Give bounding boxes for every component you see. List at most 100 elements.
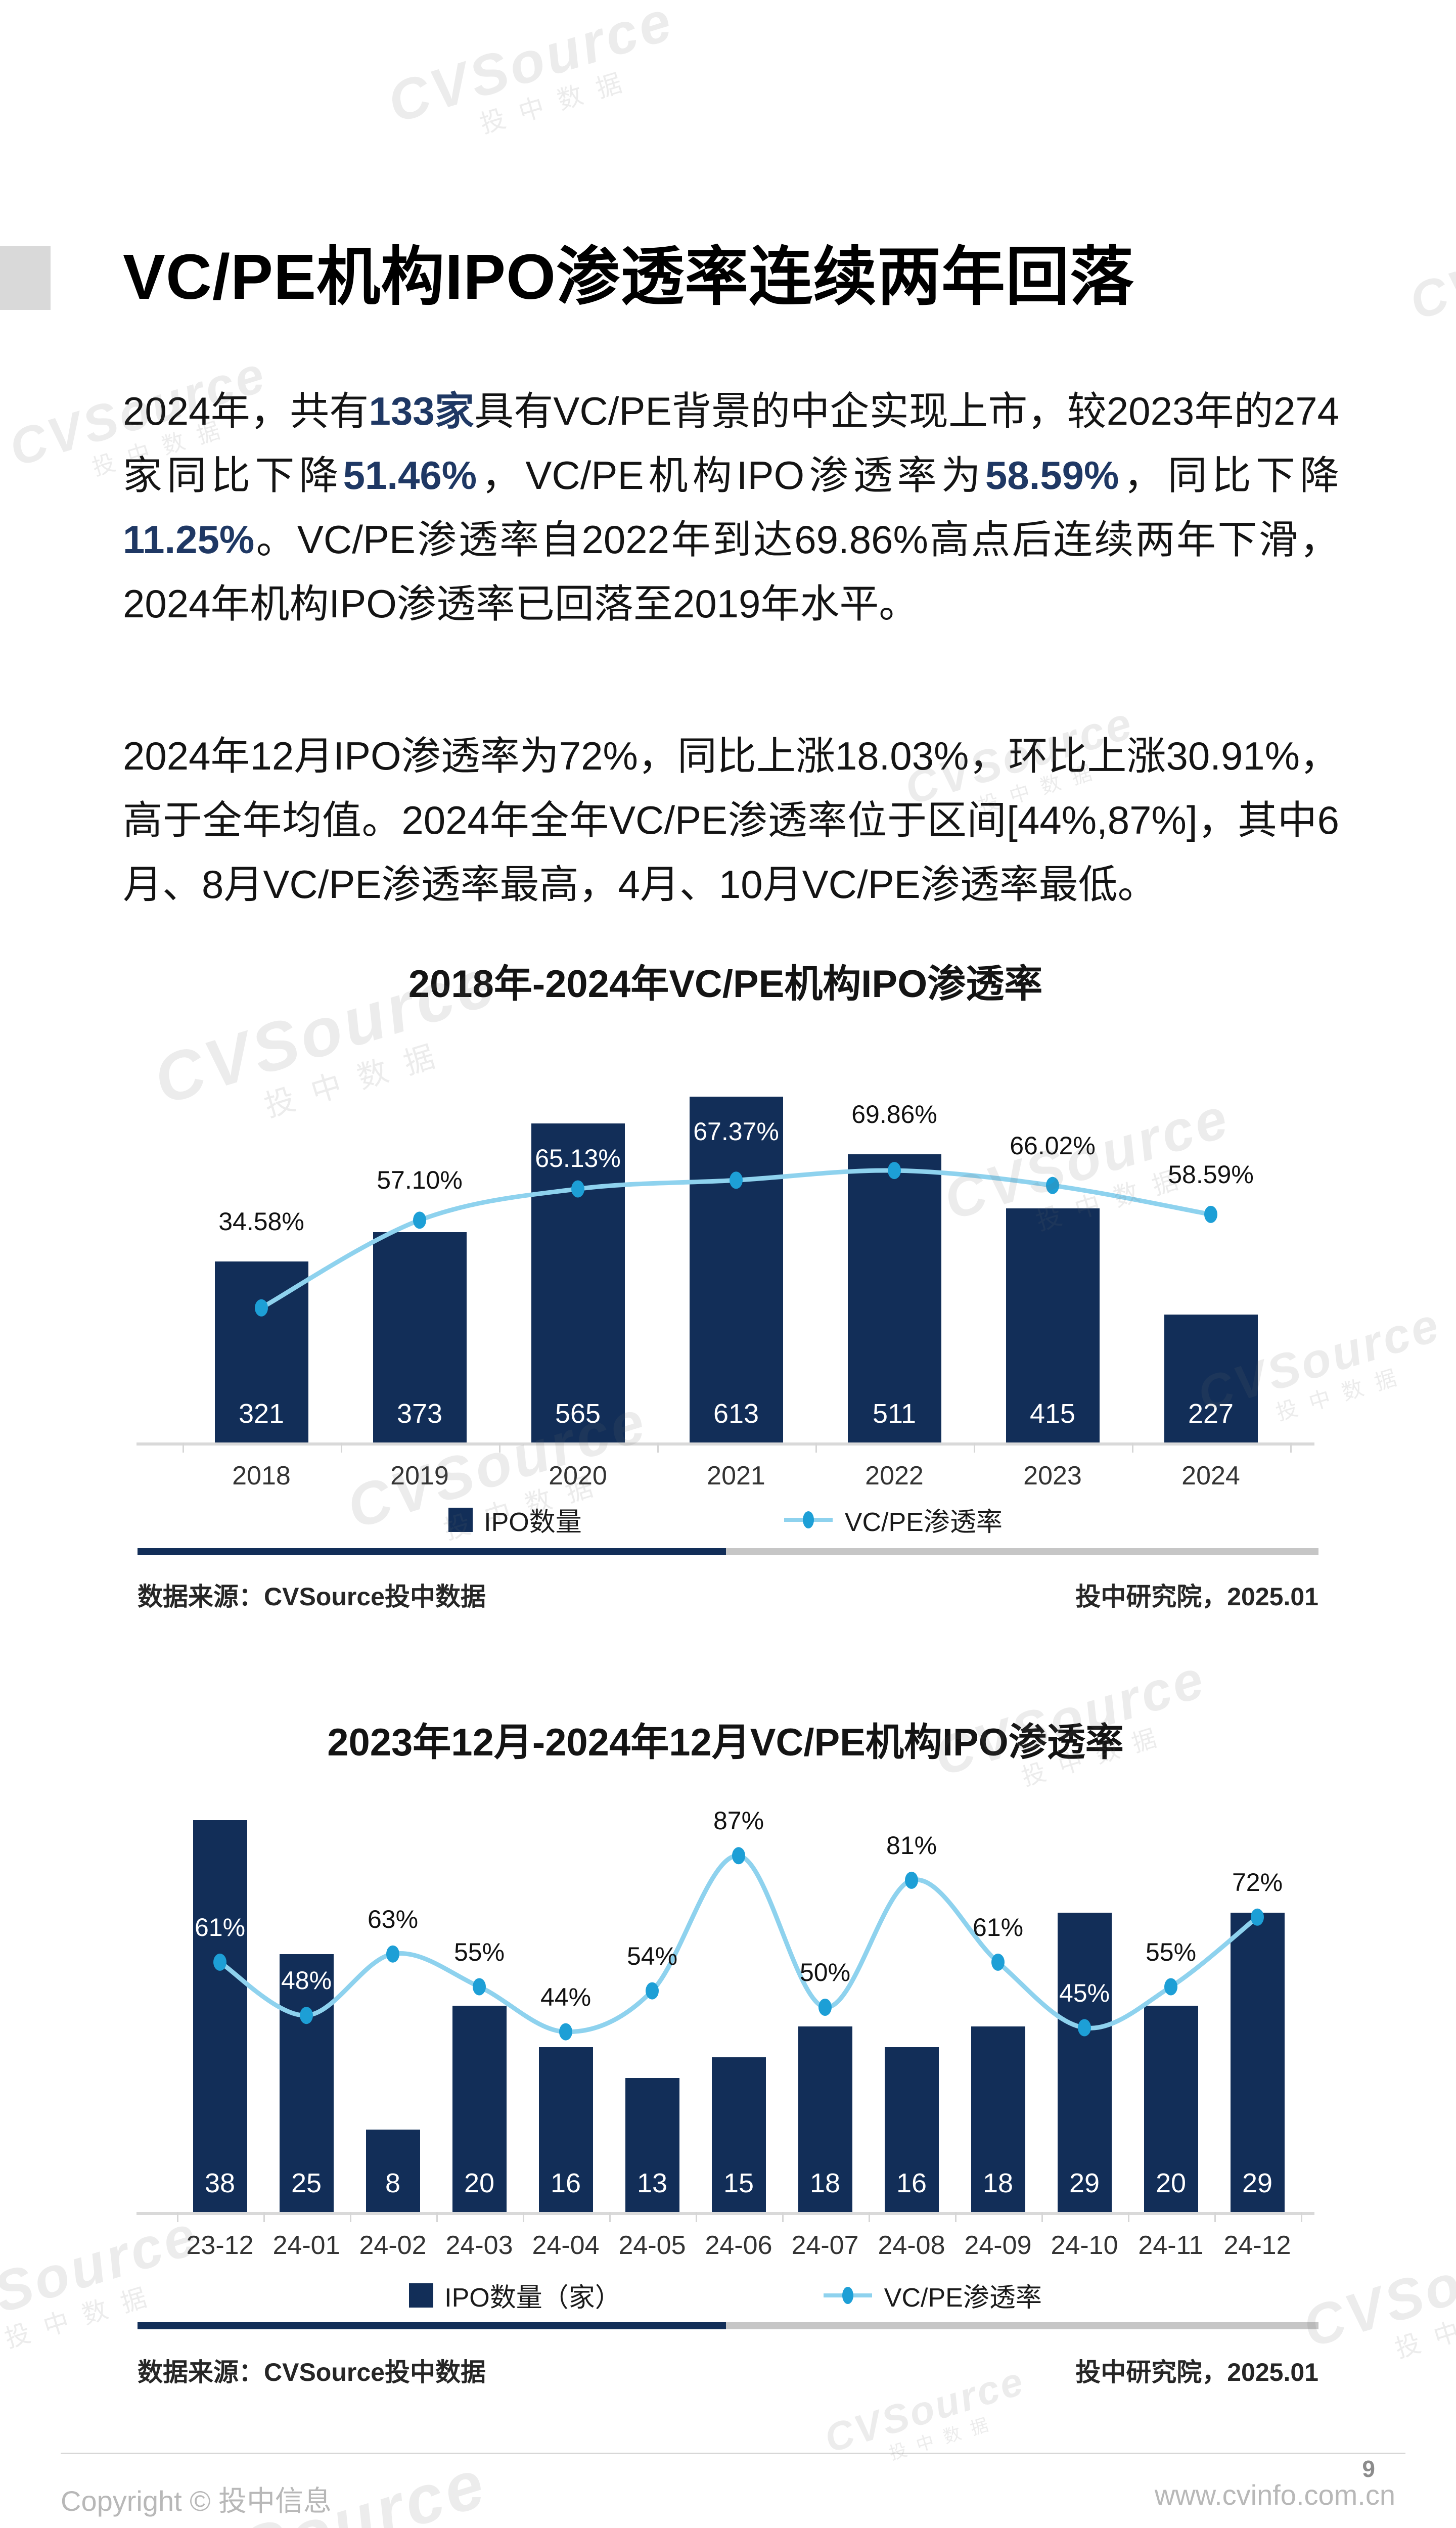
x-axis-tick bbox=[1290, 1442, 1292, 1453]
bar-value-label: 38 bbox=[204, 2168, 236, 2198]
bar-24-10: 29 bbox=[1057, 1913, 1112, 2212]
paragraph-line: 2024年，共有133家具有VC/PE背景的中企实现上市，较2023年的274 bbox=[123, 379, 1339, 443]
x-axis-line bbox=[136, 1442, 1314, 1446]
legend-item-penetration-rate: VC/PE渗透率 bbox=[784, 1501, 1003, 1539]
bar-23-12: 38 bbox=[193, 1820, 247, 2212]
bar-value-label: 415 bbox=[1029, 1398, 1076, 1429]
bar-24-08: 16 bbox=[884, 2047, 939, 2212]
x-axis-tick bbox=[1300, 2212, 1302, 2222]
paragraph-line: 2024年12月IPO渗透率为72%，同比上涨18.03%，环比上涨30.91%… bbox=[123, 724, 1339, 788]
x-axis-tick bbox=[1041, 2212, 1043, 2222]
x-axis-label: 24-10 bbox=[1051, 2231, 1118, 2260]
line-marker-24-01 bbox=[300, 2007, 313, 2024]
x-axis-tick bbox=[182, 1442, 184, 1453]
penetration-line-chart bbox=[255, 1162, 1217, 1317]
x-axis-tick bbox=[815, 1442, 817, 1453]
x-axis-tick bbox=[340, 1442, 342, 1453]
chart1-title: 2018年-2024年VC/PE机构IPO渗透率 bbox=[408, 963, 1043, 1006]
x-axis-tick bbox=[609, 2212, 611, 2222]
x-axis-label: 2020 bbox=[549, 1461, 607, 1491]
penetration-rate-label-24-08: 81% bbox=[886, 1831, 937, 1860]
chart2-monthly-ipo-penetration: 38 23-12 25 24-01 8 24-02 20 24-03 16 24-04 13 24-0… bbox=[136, 1790, 1314, 2270]
bar-24-02: 8 bbox=[366, 2129, 420, 2212]
x-axis-tick bbox=[1127, 2212, 1129, 2222]
penetration-rate-label-24-01: 48% bbox=[281, 1966, 332, 1995]
bar-value-label: 20 bbox=[464, 2168, 495, 2198]
watermark-sub: 投中数据 bbox=[251, 2519, 505, 2528]
bar-value-label: 13 bbox=[636, 2168, 668, 2198]
penetration-rate-label-24-06: 87% bbox=[713, 1807, 764, 1835]
body-text: ，同比下降 bbox=[1119, 453, 1339, 498]
bar-24-11: 20 bbox=[1144, 2006, 1198, 2212]
legend-item-ipo-count: IPO数量（家） bbox=[409, 2276, 621, 2314]
bar-24-05: 13 bbox=[625, 2078, 679, 2212]
x-axis-label: 2022 bbox=[865, 1461, 924, 1491]
data-source-label: 数据来源：CVSource投中数据 bbox=[138, 1583, 486, 1611]
legend-label: VC/PE渗透率 bbox=[884, 2283, 1042, 2313]
bar-2024: 227 bbox=[1164, 1314, 1258, 1442]
section-divider-fill bbox=[138, 2322, 726, 2329]
x-axis-label: 2019 bbox=[390, 1461, 449, 1491]
x-axis-tick bbox=[954, 2212, 957, 2222]
watermark-sub: 投中数据 bbox=[476, 64, 640, 139]
x-axis-label: 24-08 bbox=[878, 2231, 945, 2260]
body-text: 2024年12月IPO渗透率为72%，同比上涨18.03%，环比上涨30.91%… bbox=[123, 734, 1339, 778]
bar-2023: 415 bbox=[1006, 1208, 1100, 1442]
line-marker-24-02 bbox=[386, 1945, 399, 1963]
bar-value-label: 321 bbox=[238, 1398, 285, 1429]
paragraph-line: 月、8月VC/PE渗透率最高，4月、10月VC/PE渗透率最低。 bbox=[123, 852, 1339, 917]
penetration-rate-label-2021: 67.37% bbox=[693, 1117, 779, 1146]
x-axis-label: 2024 bbox=[1181, 1461, 1240, 1491]
line-marker-2018 bbox=[255, 1299, 268, 1317]
line-marker-24-03 bbox=[473, 1978, 486, 1996]
watermark-sub: 投中数据 bbox=[1391, 2289, 1456, 2364]
line-marker-2021 bbox=[730, 1171, 743, 1189]
chart2-title: 2023年12月-2024年12月VC/PE机构IPO渗透率 bbox=[327, 1721, 1124, 1764]
penetration-rate-label-24-12: 72% bbox=[1232, 1868, 1283, 1897]
bar-value-label: 511 bbox=[872, 1398, 917, 1429]
x-axis-label: 24-11 bbox=[1138, 2231, 1204, 2260]
bar-2022: 511 bbox=[847, 1154, 941, 1442]
bar-24-12: 29 bbox=[1230, 1913, 1285, 2212]
bar-24-03: 20 bbox=[452, 2006, 507, 2212]
chart2-source-row: 数据来源：CVSource投中数据 投中研究院，2025.01 bbox=[138, 2352, 1318, 2388]
legend-item-ipo-count: IPO数量 bbox=[448, 1501, 582, 1539]
penetration-rate-label-2020: 65.13% bbox=[535, 1144, 621, 1173]
x-axis-label: 24-04 bbox=[532, 2231, 600, 2260]
line-marker-24-08 bbox=[905, 1871, 918, 1889]
bar-value-label: 16 bbox=[550, 2168, 581, 2198]
bar-2019: 373 bbox=[373, 1232, 467, 1442]
body-text: 家同比下降 bbox=[123, 453, 343, 498]
penetration-rate-label-2023: 66.02% bbox=[1010, 1131, 1096, 1160]
line-marker-2020 bbox=[571, 1180, 584, 1198]
x-axis-tick bbox=[1131, 1442, 1133, 1453]
line-marker-24-09 bbox=[991, 1953, 1005, 1971]
x-axis-label: 24-03 bbox=[445, 2231, 513, 2260]
paragraph-line: 家同比下降51.46%，VC/PE机构IPO渗透率为58.59%，同比下降 bbox=[123, 443, 1339, 508]
x-axis-tick bbox=[263, 2212, 265, 2222]
x-axis-tick bbox=[782, 2212, 784, 2222]
x-axis-tick bbox=[176, 2212, 178, 2222]
penetration-rate-label-2022: 69.86% bbox=[851, 1100, 937, 1128]
title-accent-block bbox=[0, 246, 51, 310]
bar-value-label: 18 bbox=[982, 2168, 1014, 2198]
bar-series-swatch-icon bbox=[409, 2283, 434, 2308]
line-marker-2019 bbox=[413, 1211, 426, 1229]
footer-divider bbox=[61, 2453, 1405, 2454]
body-text: ，VC/PE机构IPO渗透率为 bbox=[477, 453, 985, 498]
penetration-rate-label-24-10: 45% bbox=[1059, 1978, 1110, 2007]
section-divider-fill bbox=[138, 1548, 726, 1555]
chart1-yearly-ipo-penetration: 321 2018 373 2019 565 2020 613 2021 511 2022 415 20… bbox=[136, 1036, 1314, 1497]
x-axis-tick bbox=[436, 2212, 438, 2222]
x-axis-tick bbox=[868, 2212, 870, 2222]
legend-label: VC/PE渗透率 bbox=[844, 1508, 1003, 1537]
line-marker-24-04 bbox=[559, 2023, 572, 2041]
x-axis-tick bbox=[522, 2212, 524, 2222]
website-link[interactable]: www.cvinfo.com.cn bbox=[1154, 2479, 1395, 2511]
watermark-brand: CVSource bbox=[1403, 198, 1456, 331]
line-marker-2023 bbox=[1046, 1177, 1059, 1194]
bar-value-label: 29 bbox=[1242, 2168, 1273, 2198]
highlighted-stat: 11.25% bbox=[123, 517, 255, 562]
line-marker-24-07 bbox=[818, 1999, 832, 2016]
